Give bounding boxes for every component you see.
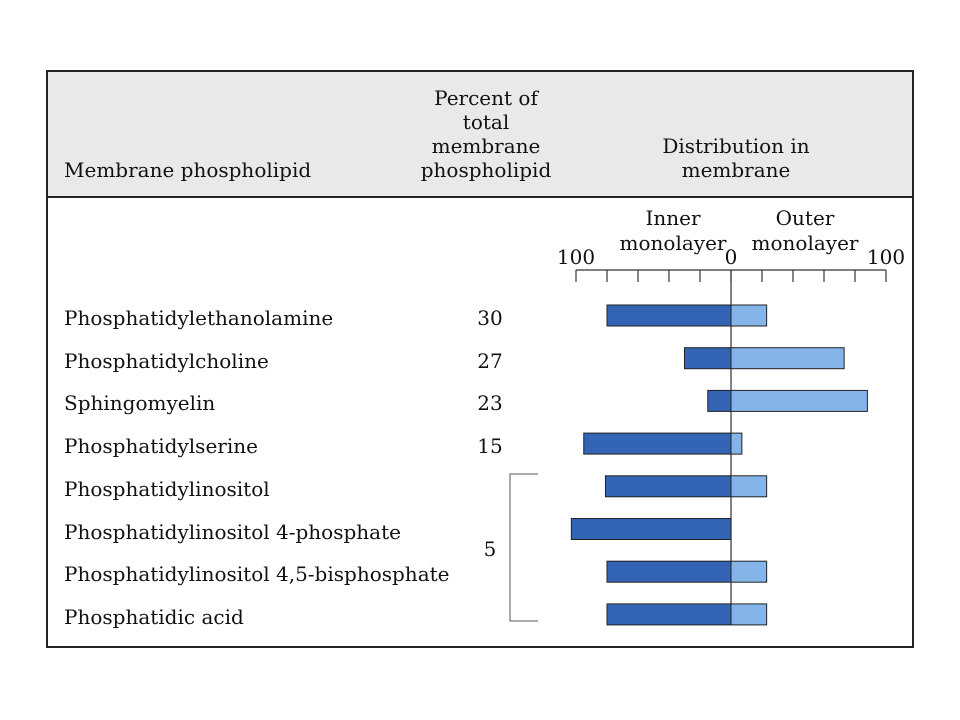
tick-label-inner-100: 100 <box>557 245 595 269</box>
column-header-percent: Percent of total membrane phospholipid <box>414 86 558 182</box>
outer-bar <box>730 347 845 370</box>
row-label: Phosphatidylinositol 4-phosphate <box>64 519 401 544</box>
group-bracket <box>509 473 538 622</box>
row-label: Phosphatidylcholine <box>64 348 269 373</box>
inner-monolayer-label: monolayer <box>620 231 727 255</box>
inner-monolayer-label: Inner <box>645 206 700 230</box>
outer-bar <box>730 560 768 583</box>
tick-label-zero: 0 <box>725 245 738 269</box>
inner-bar <box>707 389 732 412</box>
column-header-percent-line: phospholipid <box>420 158 552 182</box>
column-header-percent-line: membrane <box>431 134 541 158</box>
inner-bar <box>684 347 732 370</box>
outer-monolayer-label: Outer <box>776 206 835 230</box>
outer-bar <box>730 475 768 498</box>
inner-bar <box>606 560 732 583</box>
row-label: Phosphatidylethanolamine <box>64 306 334 330</box>
row-percent: 27 <box>477 348 503 373</box>
row-label: Phosphatidylinositol <box>64 476 270 501</box>
column-header-percent-line: Percent of <box>434 86 538 110</box>
inner-bar <box>606 304 732 327</box>
inner-bar <box>606 603 732 626</box>
group-percent-label: 5 <box>484 537 497 561</box>
column-header-distribution: Distribution in membrane <box>626 134 846 182</box>
column-header-distribution-line: Distribution in <box>662 134 810 158</box>
row-percent: 15 <box>477 434 503 459</box>
outer-monolayer-label: monolayer <box>752 231 859 255</box>
outer-bar <box>730 304 768 327</box>
inner-bar <box>604 475 732 498</box>
inner-bar <box>583 432 732 455</box>
column-header-distribution-line: membrane <box>681 158 791 182</box>
tick-label-outer-100: 100 <box>867 245 905 269</box>
outer-bar <box>730 603 768 626</box>
row-percent: 30 <box>477 306 503 330</box>
inner-bar <box>570 518 732 540</box>
column-header-percent-line: total <box>462 110 510 134</box>
outer-bar <box>730 432 743 455</box>
row-percent: 23 <box>477 391 503 416</box>
row-label: Sphingomyelin <box>64 391 216 416</box>
row-label: Phosphatidylinositol 4,5-bisphosphate <box>64 562 450 587</box>
row-label: Phosphatidic acid <box>64 604 244 629</box>
outer-bar <box>730 389 868 412</box>
table-header: Membrane phospholipid Percent of total m… <box>48 72 912 198</box>
column-header-phospholipid: Membrane phospholipid <box>64 158 312 182</box>
row-label: Phosphatidylserine <box>64 434 258 459</box>
